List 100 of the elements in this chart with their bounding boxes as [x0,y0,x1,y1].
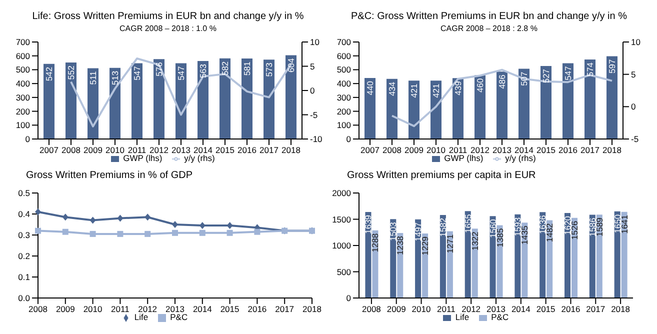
y-tick-label: 0.5 [18,188,30,198]
point [226,222,233,230]
bar [364,78,376,139]
x-tick-label: 2009 [386,304,406,314]
data-label: 604 [286,58,296,72]
legend-label: GWP (lhs) [444,153,484,163]
point [144,214,151,221]
data-label: 597 [607,59,617,74]
data-label: 421 [409,83,419,98]
x-tick-label: 2012 [150,145,169,156]
x-tick-label: 2011 [448,145,468,156]
x-tick-label: 2016 [558,145,578,156]
y-tick-label: 700 [16,37,30,48]
x-tick-label: 2014 [194,145,213,156]
y-tick-label: 400 [16,78,30,89]
data-label: 581 [242,61,252,76]
y2-tick-label: 10 [310,37,320,48]
x-tick-label: 2015 [536,304,556,314]
point [90,230,96,237]
y-tick-label: 300 [16,92,30,102]
y-tick-label: 0 [346,293,352,304]
data-label: 434 [387,82,397,96]
legend-label: Life [134,312,148,322]
data-label: 507 [519,71,529,86]
x-tick-label: 2017 [275,304,294,314]
y2-tick-label: -5 [310,110,318,120]
data-label: 460 [475,78,485,92]
chart-subtitle: CAGR 2008 – 2018 : 2.8 % [440,23,538,33]
data-label: 582 [220,61,230,76]
x-tick-label: 2009 [56,304,76,314]
point [62,214,68,221]
y-tick-label: 600 [336,50,352,61]
data-label: 1288 [370,233,380,252]
legend-label: GWP (lhs) [123,153,162,163]
y-tick-label: 100 [16,120,30,130]
y2-tick-label: 0 [310,86,315,96]
x-tick-label: 2010 [83,304,103,314]
bar [132,63,142,139]
y2-tick-label: 5 [310,61,315,72]
x-tick-label: 2008 [62,145,81,156]
x-tick-label: 2018 [602,145,622,156]
bar [386,78,398,139]
y-tick-label: 0.0 [18,293,30,304]
data-label: 527 [541,68,551,84]
line-series [70,57,292,128]
bar [220,58,230,139]
data-label: 563 [198,64,208,78]
x-tick-label: 2007 [360,145,380,156]
data-label: 486 [497,74,507,89]
y-tick-label: 100 [336,120,352,130]
data-label: 547 [132,66,142,80]
bar [496,72,508,139]
legend-label: Life [455,312,470,322]
data-label: 1582 [438,218,448,237]
x-tick-label: 2013 [166,304,185,314]
x-tick-label: 2014 [511,304,531,314]
data-label: 547 [176,66,186,80]
x-tick-label: 2010 [426,145,446,156]
data-label: 440 [365,80,375,96]
x-tick-label: 2008 [362,304,382,314]
y-tick-label: 0.4 [18,209,30,220]
point [90,216,96,224]
data-label: 421 [431,83,441,98]
x-tick-label: 2007 [40,145,59,156]
data-label: 1271 [444,234,455,254]
x-tick-label: 2013 [172,145,191,156]
y2-tick-label: 10 [631,37,641,48]
chart-title: Life: Gross Written Premiums in EUR bn and change y/y in % [31,10,305,22]
x-tick-label: 2012 [138,304,158,314]
x-tick-label: 2010 [412,304,431,314]
y-tick-label: 0.2 [18,251,30,262]
y-tick-label: 0.3 [18,230,30,240]
bar [198,60,208,139]
point [172,230,178,236]
bar [474,75,486,139]
y-tick-label: 500 [336,64,352,75]
legend-label: P&C [170,312,188,322]
x-tick-label: 2017 [580,145,600,156]
y-tick-label: 0.1 [18,272,30,282]
point [117,214,124,222]
bar [606,56,618,139]
legend-label: y/y (rhs) [505,153,536,163]
point [172,221,178,228]
bar [518,68,530,139]
y2-tick-label: -10 [310,134,323,144]
bar [540,66,552,139]
point [35,228,41,234]
chart-subtitle: CAGR 2008 – 2018 : 1.0 % [118,23,218,33]
y-tick-label: 1500 [332,214,352,224]
point [254,228,260,235]
bar [242,58,252,139]
data-label: 439 [453,80,463,96]
point [35,208,41,216]
x-tick-label: 2017 [586,304,606,314]
x-tick-label: 2009 [84,145,103,156]
chart-title: Gross Written premiums per capita in EUR [347,169,537,181]
data-label: 1620 [562,216,572,235]
y-tick-label: 300 [336,92,352,102]
data-label: 573 [264,62,274,77]
point [117,230,124,237]
